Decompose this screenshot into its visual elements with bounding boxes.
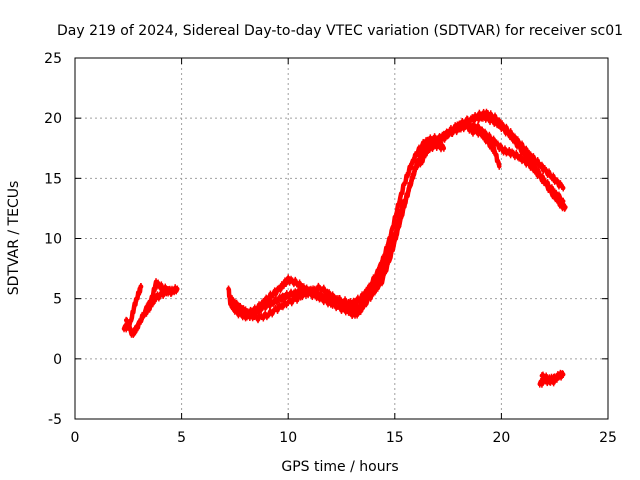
x-tick-label: 15 bbox=[386, 430, 404, 446]
x-tick-label: 5 bbox=[177, 430, 186, 446]
y-tick-label: 5 bbox=[53, 292, 62, 308]
data-layer bbox=[121, 108, 568, 388]
grid-layer bbox=[75, 58, 608, 419]
series-sat-e bbox=[228, 108, 566, 319]
series-sat-c bbox=[143, 278, 180, 315]
y-tick-label: 25 bbox=[44, 51, 62, 67]
y-tick-label: 0 bbox=[53, 352, 62, 368]
tick-layer: 0 5 10 15 20 25 -5 0 5 10 15 20 25 bbox=[44, 51, 617, 446]
x-tick-label: 0 bbox=[71, 430, 80, 446]
series-sat-h bbox=[418, 139, 447, 168]
y-tick-label: 10 bbox=[44, 232, 62, 248]
y-tick-label: 20 bbox=[44, 111, 62, 127]
series-sat-g bbox=[349, 198, 406, 320]
x-tick-label: 10 bbox=[279, 430, 297, 446]
series-sat-k bbox=[539, 371, 557, 387]
y-tick-label: 15 bbox=[44, 171, 62, 187]
y-axis-label: SDTVAR / TECUs bbox=[6, 181, 22, 296]
x-axis-label: GPS time / hours bbox=[281, 459, 398, 475]
x-tick-label: 20 bbox=[492, 430, 510, 446]
x-tick-label: 25 bbox=[599, 430, 617, 446]
y-tick-label: -5 bbox=[48, 412, 62, 428]
chart-title: Day 219 of 2024, Sidereal Day-to-day VTE… bbox=[57, 23, 623, 39]
series-sat-i bbox=[467, 125, 502, 170]
